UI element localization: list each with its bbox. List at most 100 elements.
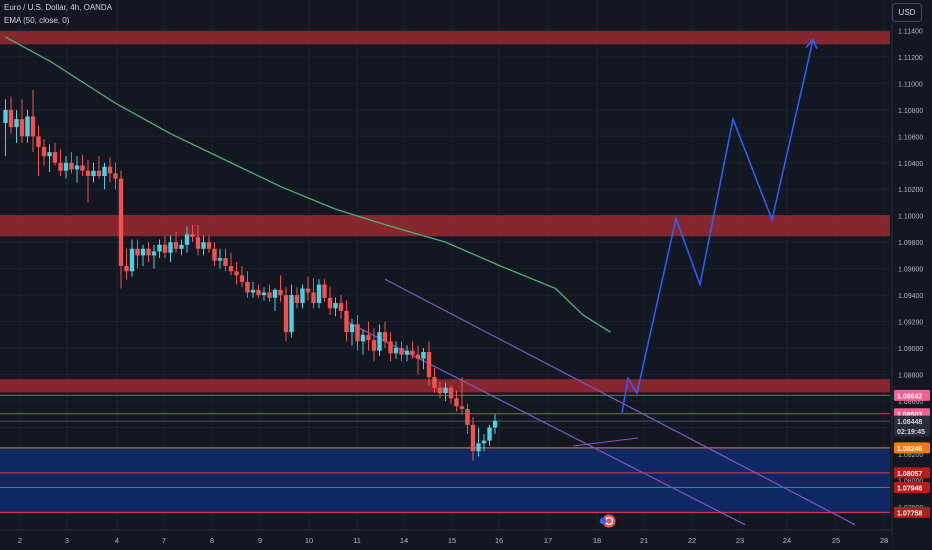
- candle: [19, 99, 25, 143]
- candle: [327, 287, 333, 315]
- candle: [305, 276, 311, 301]
- candle: [426, 341, 432, 386]
- candle: [448, 385, 454, 404]
- candle-body: [426, 352, 432, 378]
- ema-legend[interactable]: EMA (50, close, 0): [4, 16, 70, 25]
- candle: [481, 434, 487, 452]
- candle-body: [344, 310, 349, 333]
- candle: [195, 224, 201, 256]
- candle-body: [102, 166, 107, 177]
- candle: [278, 275, 283, 302]
- price-badge-text: 02:19:45: [897, 429, 925, 436]
- candle: [201, 235, 206, 256]
- candle: [355, 314, 360, 351]
- candle: [322, 279, 327, 302]
- projection-arrowhead: [805, 38, 818, 50]
- candle-body: [481, 440, 487, 444]
- candle: [25, 109, 30, 143]
- candle: [96, 156, 102, 179]
- candle-body: [272, 289, 278, 298]
- candle-body: [322, 284, 327, 298]
- candle-body: [129, 248, 135, 272]
- candle-body: [283, 295, 289, 333]
- price-badge-text: 1.07758: [897, 510, 922, 517]
- candle-body: [459, 406, 465, 409]
- candle-body: [454, 398, 459, 407]
- candle: [179, 239, 184, 256]
- candle-body: [338, 303, 344, 311]
- candle: [272, 288, 278, 311]
- candle: [492, 414, 498, 435]
- candle: [415, 345, 421, 375]
- x-tick-label: 7: [162, 536, 166, 545]
- candle-body: [206, 242, 212, 249]
- candle: [173, 231, 179, 253]
- candle: [245, 271, 250, 298]
- candle: [476, 427, 481, 457]
- price-label-red: 1.07946: [894, 482, 930, 494]
- candle-body: [52, 152, 58, 163]
- y-tick-label: 1.09400: [898, 293, 923, 300]
- channel-base-line: [572, 437, 639, 447]
- y-tick-label: 1.09800: [898, 240, 923, 247]
- x-tick-label: 24: [783, 536, 791, 545]
- candle: [410, 341, 415, 359]
- candle: [360, 329, 366, 355]
- candle-body: [195, 236, 201, 249]
- symbol-legend[interactable]: Euro / U.S. Dollar, 4h, OANDA: [4, 3, 113, 12]
- x-tick-label: 16: [495, 536, 503, 545]
- y-tick-label: 1.10600: [898, 134, 923, 141]
- candle: [3, 99, 8, 157]
- price-badge-bg: [894, 482, 930, 494]
- candle-body: [278, 289, 283, 296]
- price-badge-bg: [894, 389, 930, 401]
- candle-body: [3, 109, 8, 124]
- x-tick-label: 21: [640, 536, 648, 545]
- candle: [371, 328, 377, 362]
- candle-body: [399, 348, 404, 355]
- currency-button[interactable]: USD: [892, 3, 922, 22]
- price-badge-bg: [894, 442, 930, 454]
- candle: [85, 160, 91, 203]
- price-axis: [892, 0, 932, 550]
- candle-body: [41, 146, 47, 157]
- candle: [212, 242, 217, 266]
- candle-body: [234, 271, 239, 276]
- candle: [377, 324, 382, 356]
- price-label-countdown: 02:19:45: [894, 425, 930, 437]
- candle-body: [393, 348, 399, 354]
- candle: [399, 341, 404, 362]
- x-tick-label: 10: [305, 536, 313, 545]
- candle-body: [140, 248, 146, 256]
- candle-body: [179, 244, 184, 249]
- y-tick-label: 1.11400: [898, 28, 923, 35]
- x-tick-label: 25: [832, 536, 840, 545]
- candle-body: [96, 170, 102, 177]
- candle-body: [168, 242, 173, 253]
- y-tick-label: 1.08000: [898, 478, 923, 485]
- candle: [283, 287, 289, 342]
- candle-body: [25, 116, 30, 137]
- candle: [107, 157, 113, 183]
- candle-body: [448, 387, 454, 399]
- candle: [316, 279, 322, 309]
- candle: [146, 242, 151, 263]
- x-tick-label: 22: [688, 536, 696, 545]
- candle: [30, 89, 36, 153]
- price-badge-bg: [894, 425, 930, 437]
- candle: [454, 390, 459, 412]
- event-marker-icon[interactable]: [599, 514, 616, 528]
- candle-body: [421, 352, 426, 359]
- candle: [58, 149, 63, 177]
- candle: [168, 235, 173, 263]
- candle-body: [239, 275, 245, 282]
- candle-body: [80, 165, 85, 171]
- x-tick-label: 15: [448, 536, 456, 545]
- candle: [190, 224, 195, 243]
- candle-body: [250, 289, 256, 293]
- candle-body: [305, 288, 311, 293]
- candle-body: [333, 303, 338, 309]
- candle-body: [146, 248, 151, 256]
- y-tick-label: 1.09600: [898, 267, 923, 274]
